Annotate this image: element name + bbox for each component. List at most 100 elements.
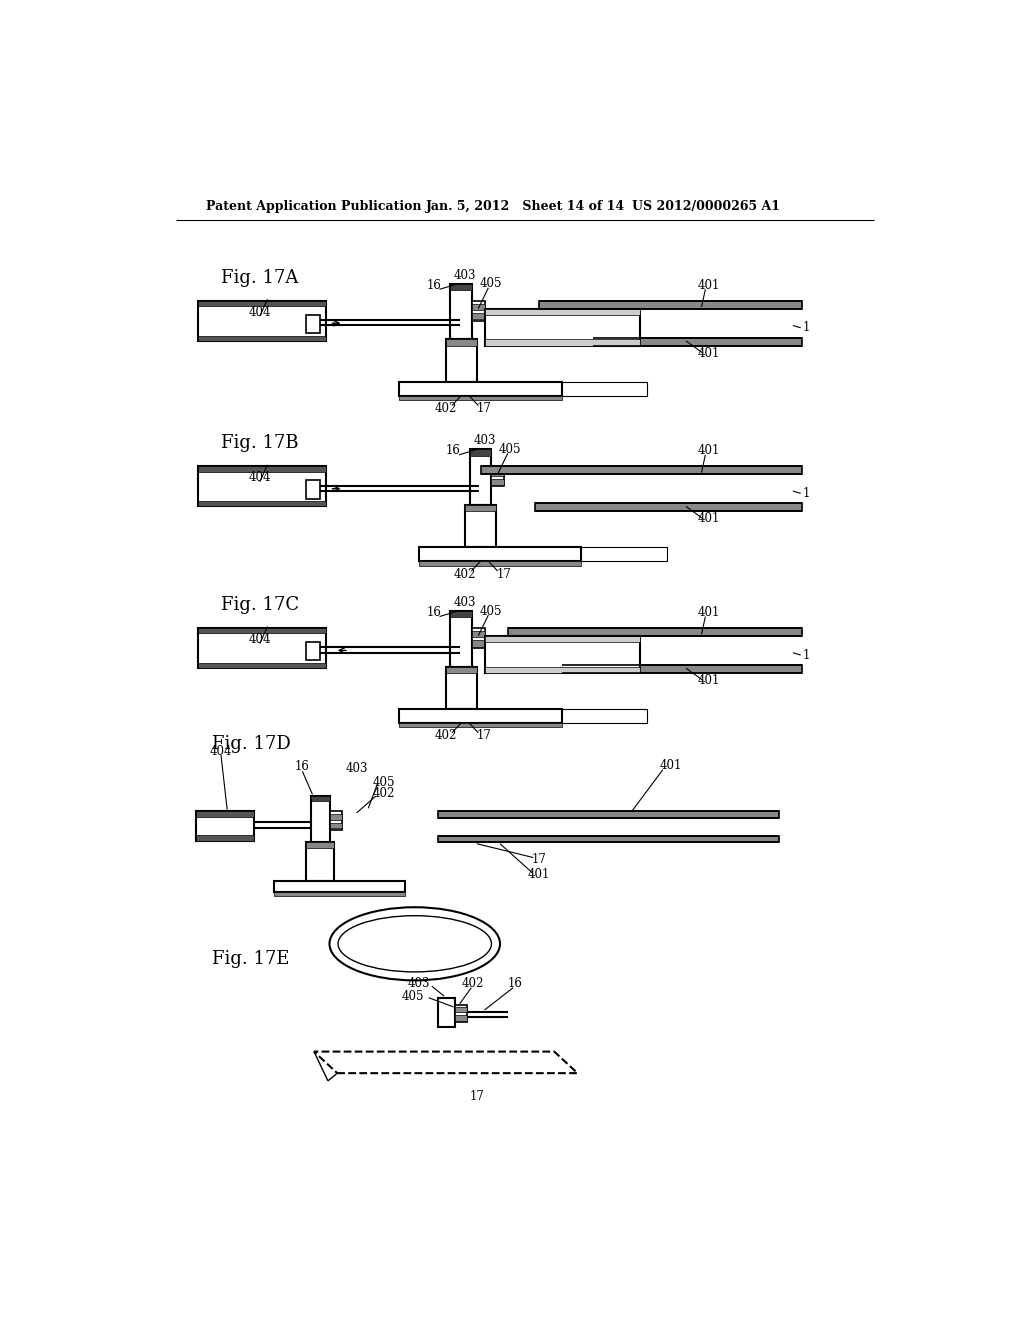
Bar [562,709,647,723]
Text: 16: 16 [295,760,310,774]
Text: 17: 17 [469,1090,484,1102]
Bar [399,396,562,400]
Bar [198,502,326,507]
Bar [455,1006,467,1022]
Bar [399,709,562,723]
Text: US 2012/0000265 A1: US 2012/0000265 A1 [632,199,779,213]
Bar [539,301,802,309]
Bar [451,611,472,618]
Text: 401: 401 [698,606,721,619]
Text: 16: 16 [446,445,461,458]
Text: 403: 403 [454,269,476,282]
Bar [198,628,326,668]
Text: 402: 402 [373,787,395,800]
Bar [492,470,504,475]
Text: 16: 16 [508,977,523,990]
Bar [472,313,484,319]
Polygon shape [314,1052,578,1073]
Text: 16: 16 [427,279,441,292]
Bar [330,822,342,829]
Text: 402: 402 [434,730,457,742]
Text: 403: 403 [408,977,430,990]
Text: 402: 402 [434,403,457,416]
Bar [465,506,496,511]
Bar [198,466,326,471]
Text: Fig. 17E: Fig. 17E [212,950,289,968]
Bar [465,506,496,548]
Ellipse shape [338,916,492,972]
Bar [306,314,321,333]
Bar [451,284,472,339]
Text: 401: 401 [698,279,721,292]
Bar [480,466,802,474]
Bar [451,284,472,290]
Text: 401: 401 [527,869,550,880]
Text: Fig. 17C: Fig. 17C [221,597,299,614]
Bar [484,339,640,346]
Bar [472,628,484,648]
Text: 16: 16 [427,606,441,619]
Bar [508,628,802,636]
Text: Fig. 17D: Fig. 17D [212,735,291,752]
Bar [197,812,254,841]
Bar [438,836,779,842]
Bar [445,339,477,346]
Bar [472,301,484,321]
Bar [484,667,640,673]
Text: 405: 405 [373,776,395,788]
Bar [419,548,582,561]
Bar [484,309,640,314]
Bar [311,796,330,843]
Bar [273,880,406,892]
Bar [197,812,254,817]
Bar [306,480,321,499]
Text: Patent Application Publication: Patent Application Publication [206,199,421,213]
Text: 404: 404 [210,744,232,758]
Text: 402: 402 [454,568,476,581]
Text: Fig. 17A: Fig. 17A [221,269,298,286]
Bar [455,1007,467,1012]
Text: 403: 403 [473,434,496,447]
Bar [455,1015,467,1020]
Bar [492,479,504,484]
Bar [445,667,477,709]
Text: 17: 17 [531,853,546,866]
Bar [582,548,667,561]
Bar [562,665,802,673]
Bar [311,796,330,801]
Text: 401: 401 [659,759,682,772]
Text: 1: 1 [450,957,457,970]
Bar [198,301,326,306]
Text: 403: 403 [454,597,476,610]
Bar [484,636,640,673]
Text: Jan. 5, 2012   Sheet 14 of 14: Jan. 5, 2012 Sheet 14 of 14 [426,199,626,213]
Text: 405: 405 [479,605,502,618]
Text: 404: 404 [249,306,271,319]
Bar [399,723,562,727]
Text: 1: 1 [802,321,810,334]
Bar [451,611,472,667]
Bar [472,640,484,647]
Text: Fig. 17B: Fig. 17B [221,434,299,453]
Bar [470,449,492,455]
Bar [593,338,802,346]
Text: 405: 405 [401,990,424,1003]
Text: 405: 405 [479,277,502,290]
Bar [197,836,254,841]
Text: 404: 404 [249,471,271,484]
Bar [306,642,321,660]
Text: 402: 402 [462,977,484,990]
Bar [198,301,326,341]
Bar [198,628,326,634]
Bar [273,892,406,896]
Text: 17: 17 [477,730,492,742]
Bar [472,304,484,310]
Text: 17: 17 [497,568,511,581]
Bar [419,561,582,566]
Text: 401: 401 [698,347,721,360]
Text: 401: 401 [698,445,721,458]
Bar [484,309,640,346]
Bar [562,381,647,396]
Text: 401: 401 [698,675,721,686]
Bar [535,503,802,511]
